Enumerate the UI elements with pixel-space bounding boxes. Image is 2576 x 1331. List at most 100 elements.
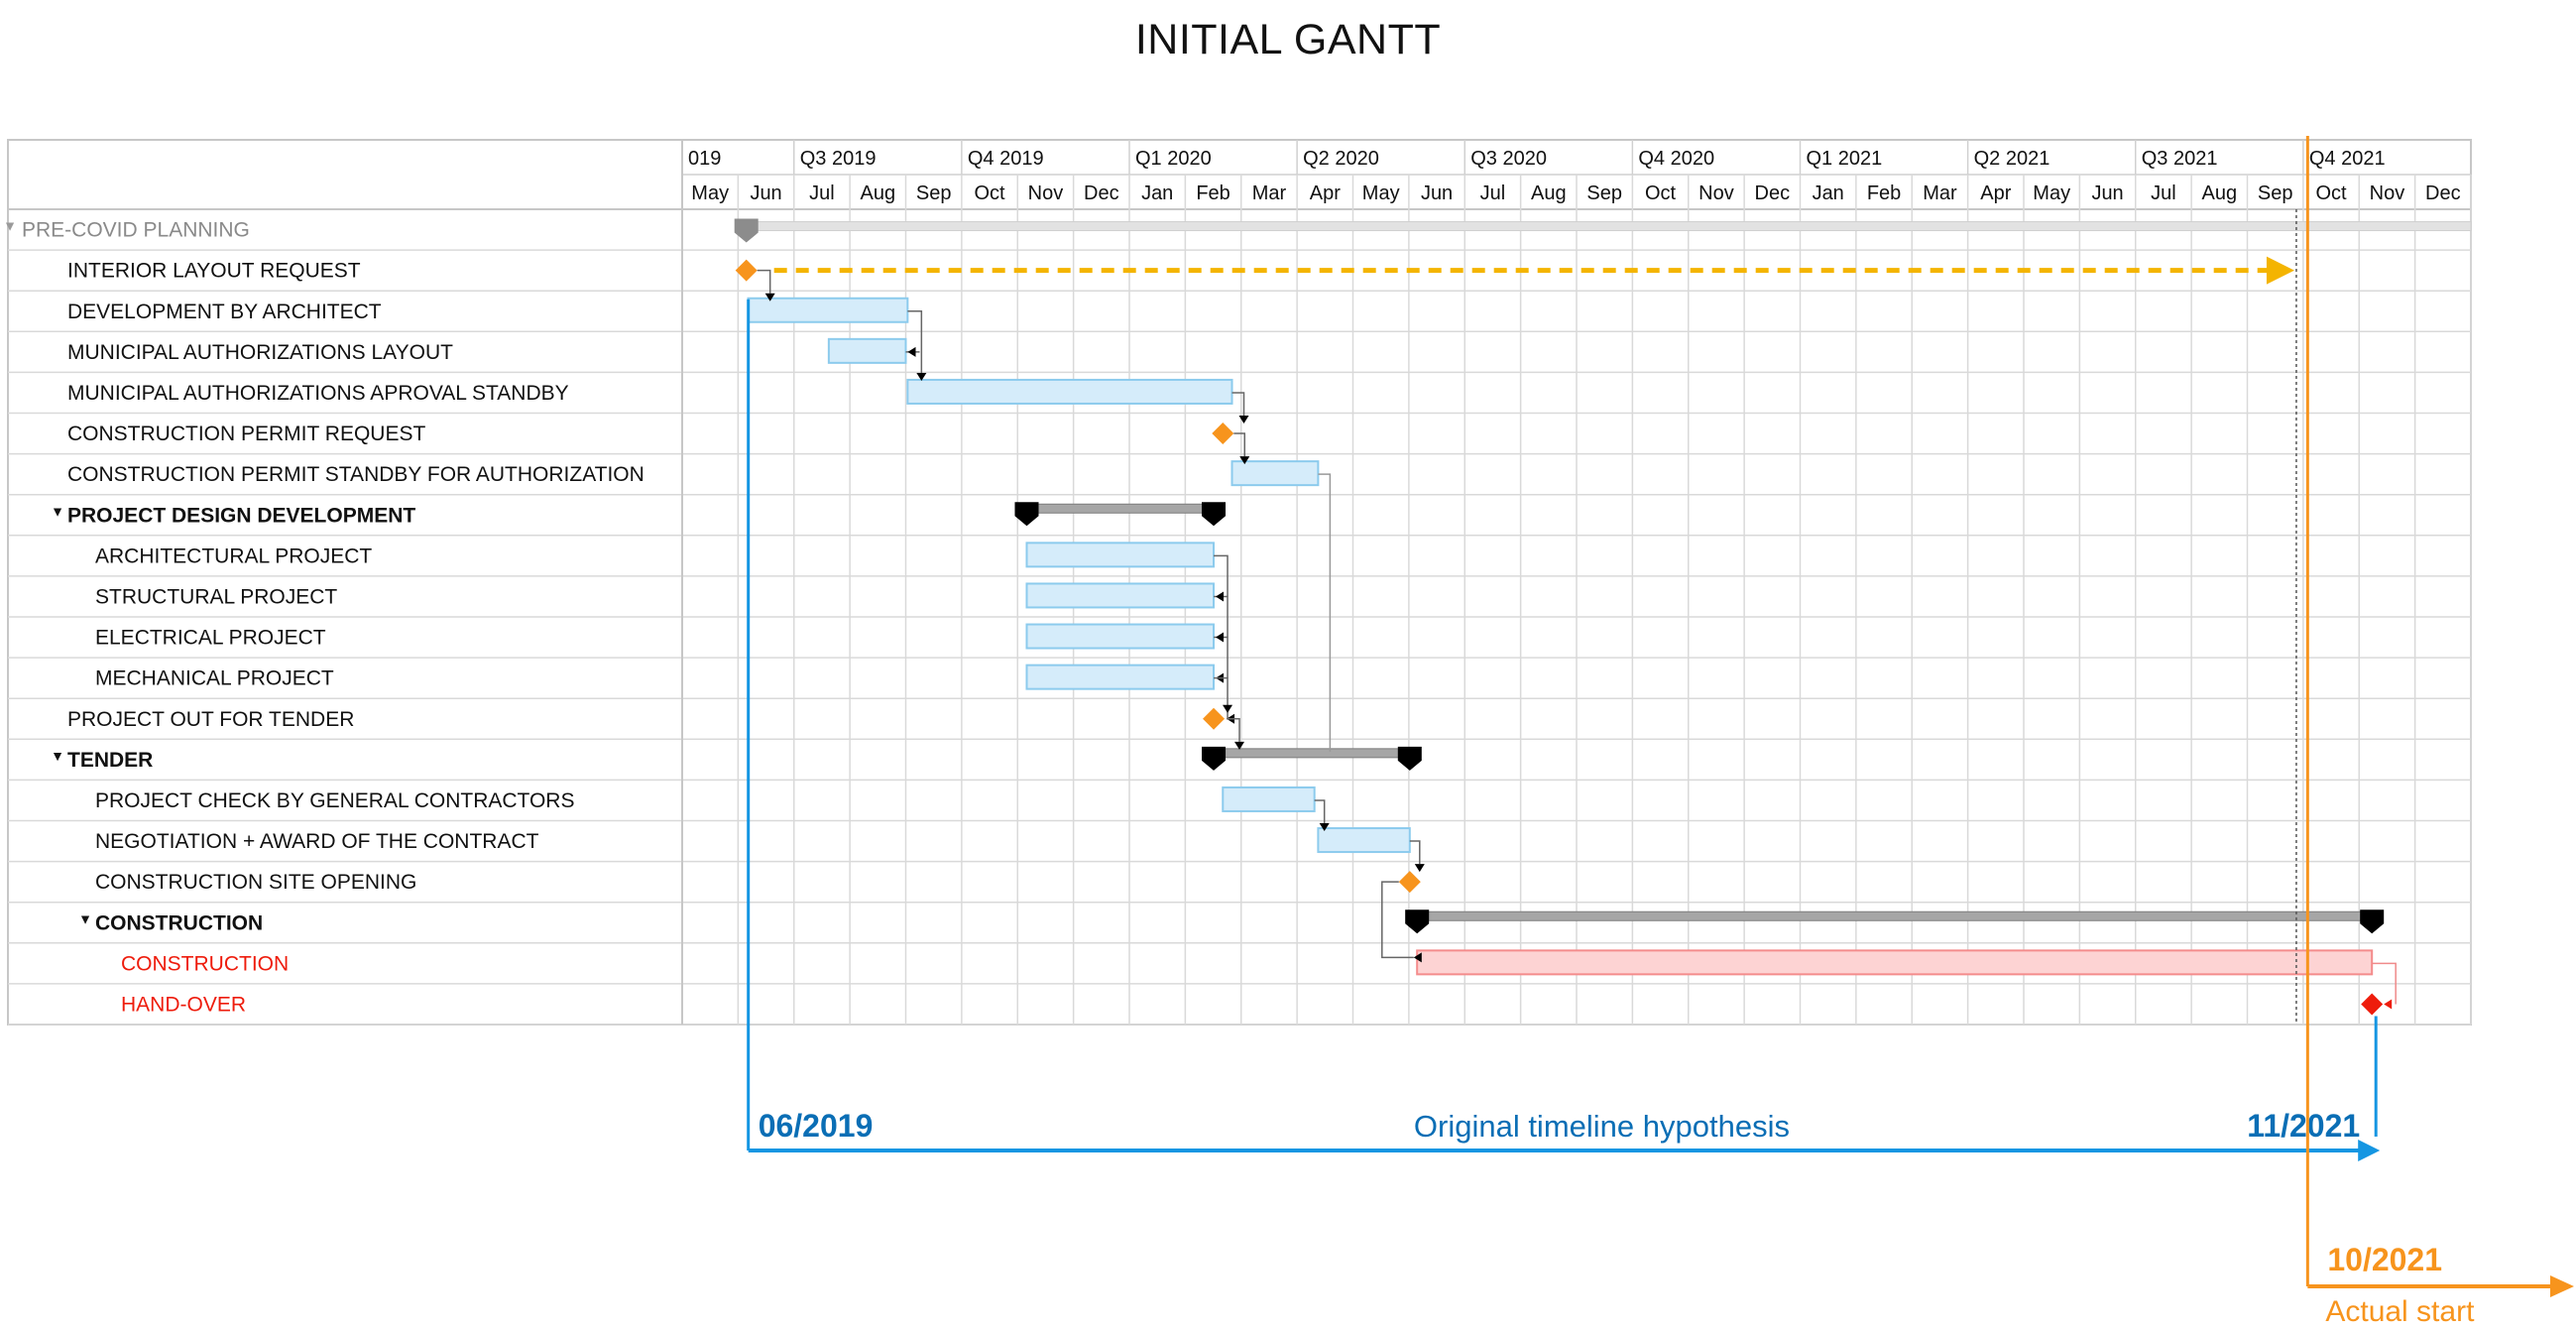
- quarter-label: Q2 2021: [1974, 148, 2050, 170]
- task-bar: [827, 337, 907, 364]
- summary-start-marker: [1014, 502, 1039, 527]
- task-label: NEGOTIATION + AWARD OF THE CONTRACT: [95, 830, 539, 853]
- summary-end-marker: [2360, 909, 2385, 934]
- month-label: Oct: [1645, 182, 1677, 204]
- milestone-diamond: [2361, 993, 2384, 1016]
- task-label: CONSTRUCTION PERMIT REQUEST: [67, 423, 425, 445]
- dependency-line: [757, 269, 771, 294]
- original-timeline-label: Original timeline hypothesis: [1414, 1109, 1790, 1144]
- month-label: May: [2033, 182, 2070, 204]
- dependency-arrowhead: [1239, 456, 1250, 465]
- dependency-arrowhead: [1238, 416, 1249, 424]
- month-label: Sep: [1586, 182, 1622, 204]
- dependency-line: [907, 310, 923, 373]
- task-label: PROJECT DESIGN DEVELOPMENT: [67, 504, 415, 527]
- quarter-label: Q1 2020: [1135, 148, 1212, 170]
- task-label: TENDER: [67, 749, 153, 772]
- collapse-triangle-icon: ▼: [51, 503, 64, 519]
- task-bar: [1025, 664, 1216, 690]
- dependency-line: [1314, 799, 1326, 824]
- original-end-label: 11/2021: [2247, 1108, 2360, 1144]
- month-label: Dec: [2425, 182, 2461, 204]
- chart-title: INITIAL GANTT: [1134, 16, 1442, 63]
- actual-start-label: Actual start: [2325, 1295, 2475, 1328]
- dependency-arrowhead: [916, 372, 927, 381]
- month-label: Aug: [2202, 182, 2238, 204]
- month-label: Jun: [750, 182, 781, 204]
- task-label: CONSTRUCTION SITE OPENING: [95, 871, 416, 894]
- summary-bar: [1416, 910, 2373, 921]
- summary-bar: [746, 221, 2472, 232]
- original-start-label: 06/2019: [759, 1108, 874, 1144]
- quarter-label: 019: [688, 148, 721, 170]
- month-label: Apr: [1980, 182, 2011, 204]
- task-label: MUNICIPAL AUTHORIZATIONS APROVAL STANDBY: [67, 382, 569, 405]
- task-label: MUNICIPAL AUTHORIZATIONS LAYOUT: [67, 341, 453, 364]
- month-label: Dec: [1084, 182, 1119, 204]
- dependency-arrowhead: [907, 346, 916, 357]
- actual-date-label: 10/2021: [2327, 1242, 2442, 1277]
- task-label: PRE-COVID PLANNING: [22, 219, 250, 242]
- task-bar: [1025, 582, 1216, 609]
- task-label: PROJECT OUT FOR TENDER: [67, 708, 354, 731]
- month-label: Mar: [1923, 182, 1957, 204]
- task-bar: [906, 378, 1233, 405]
- task-label: ELECTRICAL PROJECT: [95, 627, 326, 650]
- summary-start-marker: [1405, 909, 1430, 934]
- month-label: Nov: [2370, 182, 2405, 204]
- quarter-label: Q3 2019: [800, 148, 877, 170]
- month-label: May: [1362, 182, 1400, 204]
- task-label: ARCHITECTURAL PROJECT: [95, 544, 372, 567]
- month-label: Dec: [1755, 182, 1791, 204]
- dependency-line: [1214, 554, 1229, 597]
- quarter-label: Q4 2020: [1638, 148, 1714, 170]
- task-bar: [747, 297, 909, 323]
- summary-start-marker: [1202, 746, 1227, 771]
- collapse-triangle-icon: ▼: [51, 748, 64, 764]
- dependency-line: [1318, 473, 1332, 752]
- summary-end-marker: [1397, 746, 1422, 771]
- month-label: Sep: [2258, 182, 2293, 204]
- month-label: Jun: [2091, 182, 2123, 204]
- dependency-arrowhead: [2384, 999, 2393, 1010]
- month-label: Jul: [809, 182, 835, 204]
- dependency-arrowhead: [1223, 704, 1233, 713]
- task-label: CONSTRUCTION: [95, 911, 263, 934]
- task-label: CONSTRUCTION: [121, 952, 289, 975]
- month-label: Oct: [2316, 182, 2348, 204]
- month-label: Nov: [1698, 182, 1734, 204]
- summary-end-marker: [1202, 502, 1227, 527]
- collapse-triangle-icon: ▼: [78, 910, 92, 926]
- delay-arrowhead: [2266, 256, 2294, 285]
- task-label: DEVELOPMENT BY ARCHITECT: [67, 301, 382, 323]
- dependency-arrowhead: [1216, 591, 1225, 602]
- milestone-diamond: [1203, 707, 1226, 730]
- milestone-diamond: [1398, 871, 1421, 894]
- dependency-arrowhead: [1413, 952, 1422, 963]
- summary-bar: [1025, 503, 1215, 514]
- task-bar: [1222, 786, 1316, 812]
- quarter-label: Q4 2019: [968, 148, 1044, 170]
- dependency-arrowhead: [1216, 632, 1225, 643]
- quarter-label: Q3 2020: [1470, 148, 1547, 170]
- collapse-triangle-icon: ▼: [3, 218, 17, 234]
- month-label: Jan: [1141, 182, 1173, 204]
- dependency-line: [2372, 962, 2397, 1005]
- original-timeline-arrowhead: [2358, 1140, 2381, 1161]
- task-label: CONSTRUCTION PERMIT STANDBY FOR AUTHORIZ…: [67, 463, 644, 486]
- month-label: Mar: [1252, 182, 1287, 204]
- dependency-arrowhead: [1319, 823, 1330, 832]
- quarter-label: Q3 2021: [2142, 148, 2218, 170]
- task-bar: [1230, 460, 1320, 487]
- quarter-label: Q1 2021: [1807, 148, 1883, 170]
- month-label: Jul: [2151, 182, 2176, 204]
- milestone-diamond: [735, 259, 758, 282]
- dependency-arrowhead: [764, 293, 775, 302]
- task-bar: [1025, 623, 1216, 650]
- actual-start-arrowhead: [2550, 1275, 2574, 1297]
- task-bar: [1317, 827, 1411, 854]
- task-label: STRUCTURAL PROJECT: [95, 585, 337, 608]
- month-label: Aug: [861, 182, 896, 204]
- month-label: Apr: [1310, 182, 1341, 204]
